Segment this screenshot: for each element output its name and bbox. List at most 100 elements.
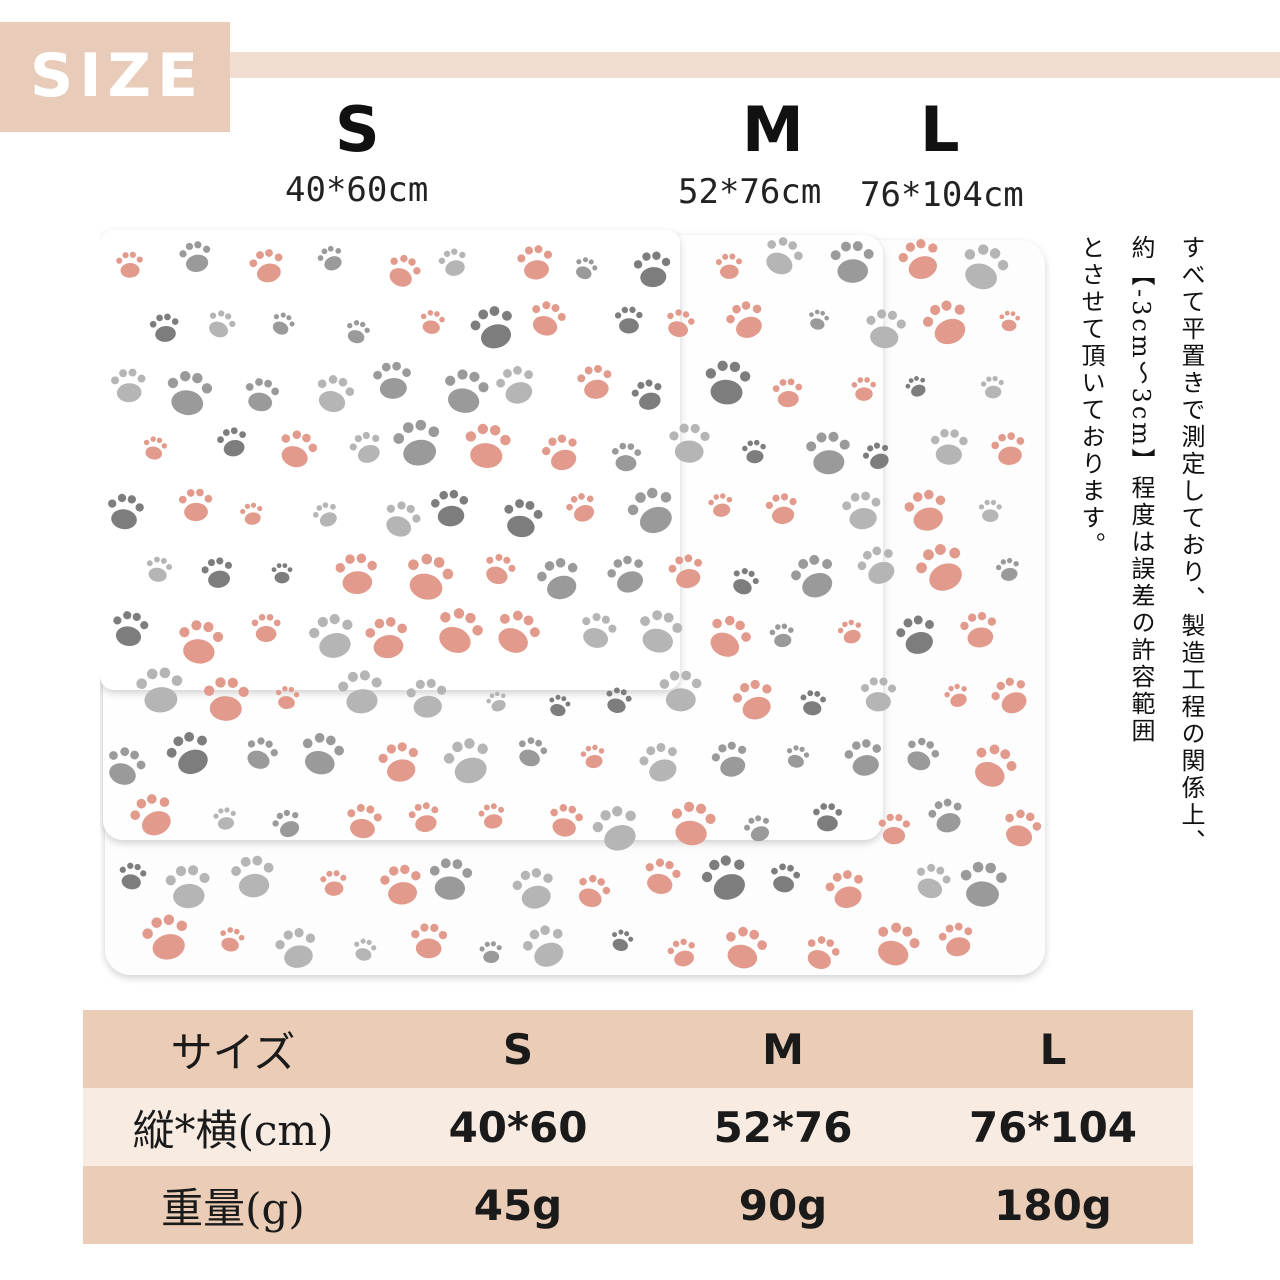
- paw-print: [765, 493, 797, 525]
- paw-print: [612, 929, 634, 952]
- paw-print: [813, 803, 843, 832]
- paw-print: [844, 739, 881, 776]
- paw-print: [166, 731, 208, 775]
- paw-print: [991, 432, 1025, 466]
- paw-print: [576, 257, 598, 280]
- paw-print: [975, 744, 1017, 787]
- paw-print: [701, 855, 745, 900]
- paw-print: [272, 809, 300, 838]
- paw-print: [119, 862, 147, 890]
- size-dimension-m: 52*76cm: [678, 172, 822, 212]
- paw-print: [498, 610, 540, 653]
- paw-print: [791, 554, 833, 598]
- paw-print: [245, 378, 280, 412]
- paw-print: [486, 691, 506, 712]
- paw-print: [944, 683, 967, 707]
- paw-print: [639, 742, 677, 782]
- paw-print: [806, 431, 850, 475]
- paw-print: [116, 251, 143, 278]
- paw-print: [486, 553, 516, 585]
- paw-print: [922, 300, 966, 345]
- paw-print: [479, 941, 502, 964]
- paw-print: [393, 419, 440, 466]
- paw-print: [213, 807, 236, 830]
- paw-print: [995, 557, 1019, 581]
- paw-print: [930, 428, 968, 465]
- paw-print: [109, 747, 146, 785]
- paw-print: [786, 745, 810, 768]
- paw-print: [281, 430, 318, 468]
- size-label-s: S: [335, 93, 380, 166]
- table-cell: 180g: [994, 1180, 1112, 1230]
- paw-print: [408, 553, 454, 600]
- table-cell: 76*104: [968, 1102, 1138, 1152]
- paw-print: [354, 938, 377, 961]
- paw-print: [240, 502, 263, 525]
- paw-print: [766, 237, 803, 275]
- size-dimension-l: 76*104cm: [860, 175, 1024, 215]
- header-title: SIZE: [30, 41, 205, 111]
- table-header-cell: L: [1039, 1024, 1067, 1074]
- paw-print: [443, 738, 488, 784]
- table-cell: 90g: [738, 1180, 828, 1230]
- paw-print: [201, 557, 232, 588]
- paw-print: [592, 806, 636, 851]
- paw-print: [470, 306, 512, 349]
- paw-print: [349, 431, 380, 463]
- paw-print: [312, 502, 337, 527]
- paw-print: [726, 926, 767, 969]
- blanket-photo: [100, 230, 1045, 975]
- paw-print: [136, 667, 183, 713]
- table-header-cell: M: [762, 1024, 804, 1074]
- paw-print: [627, 487, 672, 534]
- paw-print: [178, 488, 213, 522]
- paw-print: [389, 254, 421, 287]
- paw-print: [496, 366, 533, 404]
- note-line-1: すべて平置きで測定しており、製造工程の関係上、: [1177, 235, 1205, 856]
- paw-print: [478, 803, 505, 829]
- paw-print: [577, 364, 612, 399]
- paw-print: [317, 245, 342, 271]
- paw-print: [111, 368, 146, 403]
- paw-print: [830, 241, 874, 283]
- paw-print: [898, 239, 938, 279]
- paw-print: [179, 241, 211, 272]
- table-cell: 40*60: [448, 1102, 588, 1152]
- paw-print: [809, 309, 829, 330]
- paw-print: [896, 615, 934, 654]
- paw-print: [130, 794, 171, 836]
- paw-print: [347, 803, 382, 839]
- paw-print: [532, 301, 566, 336]
- paw-print: [742, 439, 766, 464]
- paw-print: [411, 923, 448, 959]
- paw-print: [165, 865, 210, 909]
- paw-print: [247, 737, 278, 769]
- table-cell: 重量(g): [161, 1183, 305, 1233]
- paw-print: [251, 613, 281, 642]
- paw-print: [309, 613, 353, 658]
- paw-print: [146, 556, 173, 582]
- paw-print: [744, 815, 770, 842]
- paw-pattern: [108, 237, 1042, 970]
- paw-print: [209, 310, 236, 338]
- blanket-s: [100, 230, 680, 690]
- paw-print: [179, 620, 224, 664]
- paw-print: [837, 619, 862, 644]
- paw-print: [1005, 809, 1042, 847]
- paw-print: [582, 612, 617, 648]
- paw-print: [916, 544, 962, 591]
- table-header-cell: サイズ: [170, 1027, 296, 1077]
- paw-print: [542, 434, 577, 471]
- paw-print: [373, 361, 411, 399]
- paw-print: [537, 558, 578, 600]
- paw-print: [999, 310, 1021, 332]
- paw-print: [715, 253, 743, 279]
- table-cell: 縦*横(cm): [132, 1105, 334, 1155]
- header-banner: [0, 22, 230, 132]
- paw-print: [928, 798, 962, 833]
- paw-print: [317, 375, 355, 413]
- note-line-3: とさせて頂いております。: [1077, 235, 1105, 559]
- paw-print: [271, 563, 293, 584]
- header-bar: [230, 52, 1280, 78]
- paw-print: [668, 554, 703, 589]
